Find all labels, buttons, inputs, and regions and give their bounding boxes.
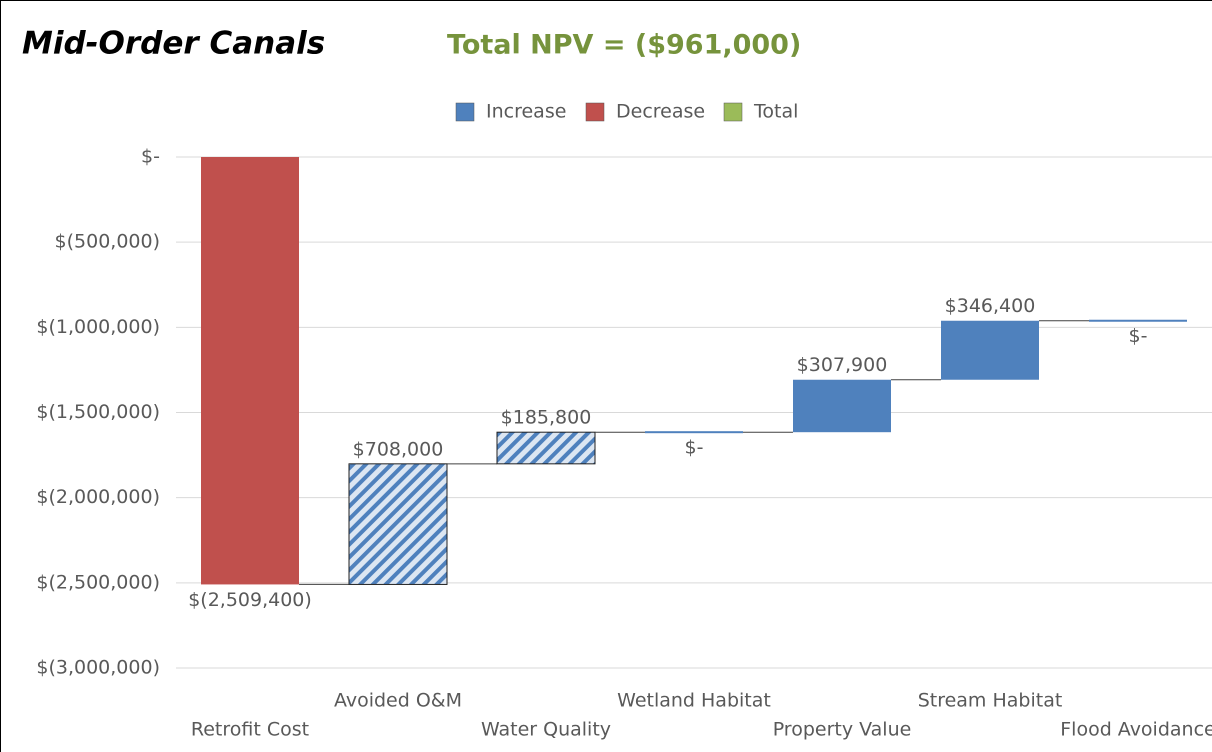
y-tick-label: $(500,000) <box>55 231 160 253</box>
x-tick-label: Water Quality <box>481 719 611 741</box>
y-tick-label: $- <box>141 146 160 168</box>
y-tick-label: $(1,000,000) <box>36 316 160 338</box>
legend-swatch <box>585 102 605 122</box>
legend-swatch <box>455 102 475 122</box>
chart-title: Mid-Order Canals <box>22 26 325 62</box>
bar <box>1089 319 1187 322</box>
y-tick-label: $(2,000,000) <box>36 486 160 508</box>
bar <box>645 431 743 434</box>
bar <box>496 431 596 465</box>
y-tick-label: $(3,000,000) <box>36 657 160 679</box>
bar <box>348 463 448 585</box>
data-label: $(2,509,400) <box>188 589 312 611</box>
x-tick-label: Flood Avoidance <box>1060 719 1212 741</box>
data-label: $346,400 <box>945 295 1036 317</box>
data-label: $- <box>685 437 704 459</box>
x-tick-label: Property Value <box>773 719 912 741</box>
x-tick-label: Avoided O&M <box>334 690 462 712</box>
data-label: $185,800 <box>501 407 592 429</box>
data-label: $307,900 <box>797 354 888 376</box>
y-tick-label: $(2,500,000) <box>36 571 160 593</box>
x-tick-label: Stream Habitat <box>918 690 1063 712</box>
legend-label: Increase <box>486 101 566 123</box>
x-tick-label: Wetland Habitat <box>617 690 771 712</box>
legend-label: Total <box>753 101 798 123</box>
bar <box>793 379 891 433</box>
legend-swatch <box>723 102 743 122</box>
legend-label: Decrease <box>616 101 705 123</box>
data-label: $- <box>1129 325 1148 347</box>
chart-subtitle: Total NPV = ($961,000) <box>447 30 801 61</box>
bar <box>941 320 1039 380</box>
bar <box>201 157 299 585</box>
y-tick-label: $(1,500,000) <box>36 401 160 423</box>
data-label: $708,000 <box>353 438 444 460</box>
x-tick-label: Retrofit Cost <box>191 719 309 741</box>
